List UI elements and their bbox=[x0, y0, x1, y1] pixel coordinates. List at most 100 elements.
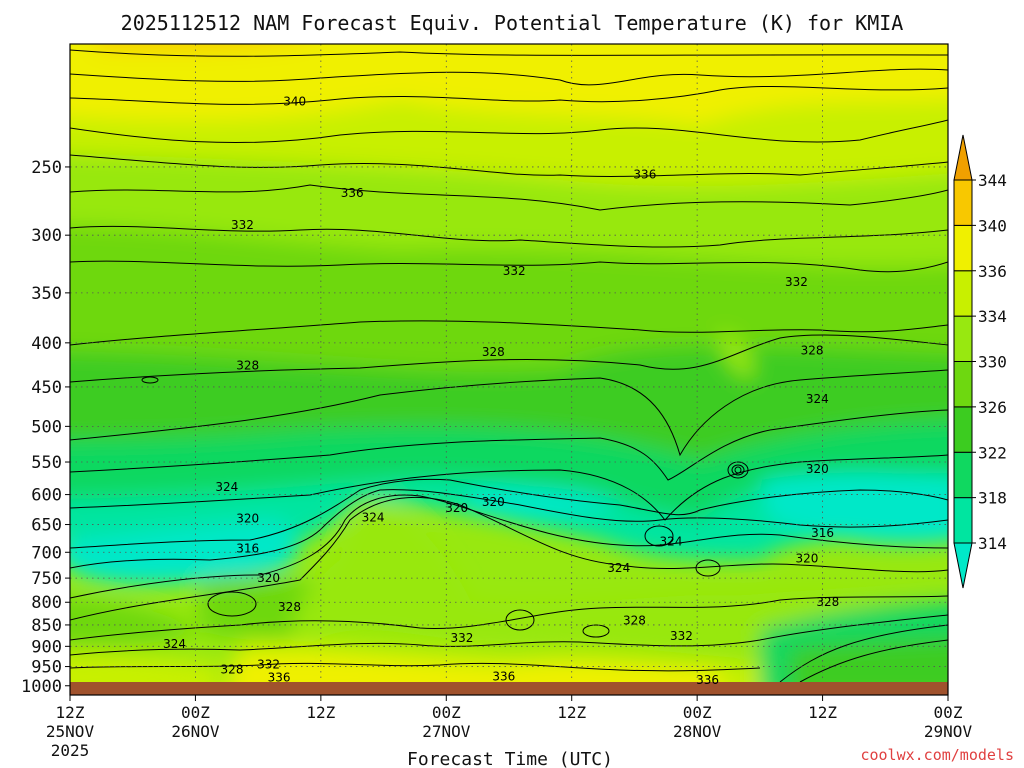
contour-label: 320 bbox=[445, 501, 468, 515]
contour-label: 324 bbox=[660, 534, 683, 548]
x-tick-time: 00Z bbox=[432, 703, 461, 722]
contour-line bbox=[70, 454, 948, 521]
contour-label: 320 bbox=[806, 462, 829, 476]
contour-closed bbox=[141, 376, 159, 384]
contour-closed bbox=[644, 525, 674, 547]
field-region bbox=[70, 597, 200, 647]
contour-label: 332 bbox=[503, 264, 526, 278]
x-tick-time: 12Z bbox=[557, 703, 586, 722]
x-tick-time: 00Z bbox=[181, 703, 210, 722]
colorbar-segment bbox=[953, 497, 973, 544]
colorbar-segment bbox=[953, 270, 973, 317]
grid-lines bbox=[70, 44, 948, 695]
contour-line bbox=[70, 154, 948, 177]
contour-label: 336 bbox=[341, 186, 364, 200]
x-tick-time: 12Z bbox=[808, 703, 837, 722]
x-tick-date: 26NOV bbox=[171, 722, 220, 741]
contour-label: 336 bbox=[492, 669, 515, 683]
x-tick-time: 00Z bbox=[934, 703, 963, 722]
contour-label: 328 bbox=[236, 359, 259, 373]
contour-label: 340 bbox=[283, 95, 306, 109]
contour-label: 328 bbox=[221, 663, 244, 677]
contour-label: 328 bbox=[801, 343, 824, 357]
contour-closed bbox=[731, 464, 745, 476]
contour-label: 328 bbox=[816, 595, 839, 609]
contour-line bbox=[70, 595, 948, 641]
contour-line bbox=[70, 478, 948, 549]
contour-label: 324 bbox=[215, 480, 238, 494]
contour-line bbox=[70, 320, 948, 346]
contour-line bbox=[70, 494, 948, 599]
field-region bbox=[70, 153, 948, 266]
x-axis-label: Forecast Time (UTC) bbox=[407, 749, 613, 768]
contour-closed bbox=[727, 461, 749, 479]
x-tick-date: 28NOV bbox=[673, 722, 722, 741]
contour-lines bbox=[70, 49, 948, 683]
theta-e-field bbox=[70, 44, 948, 695]
colorbar-label: 336 bbox=[978, 262, 1007, 281]
contour-label: 320 bbox=[795, 552, 818, 566]
contour-line bbox=[70, 184, 948, 211]
contour-label: 324 bbox=[163, 637, 186, 651]
ground-surface bbox=[70, 682, 948, 695]
colorbar-label: 344 bbox=[978, 171, 1007, 190]
contour-closed bbox=[695, 559, 721, 577]
contour-line bbox=[70, 225, 948, 248]
y-tick-label: 500 bbox=[31, 417, 62, 437]
colorbar: 314 318 322 326 330 334 336 340 344 bbox=[953, 134, 1007, 589]
y-tick-label: 350 bbox=[31, 284, 62, 304]
field-region bbox=[292, 500, 948, 660]
x-tick-time: 00Z bbox=[683, 703, 712, 722]
colorbar-segment bbox=[953, 361, 973, 408]
field-region bbox=[70, 100, 948, 187]
contour-label: 320 bbox=[236, 512, 259, 526]
contour-label: 328 bbox=[278, 600, 301, 614]
y-tick-label: 400 bbox=[31, 334, 62, 354]
colorbar-label: 340 bbox=[978, 216, 1007, 235]
x-tick-year: 2025 bbox=[51, 741, 90, 760]
y-tick-label: 750 bbox=[31, 569, 62, 589]
contour-label: 336 bbox=[633, 167, 656, 181]
contour-closed bbox=[734, 466, 742, 474]
contour-label: 324 bbox=[362, 511, 385, 525]
colorbar-segment bbox=[953, 406, 973, 453]
contour-label: 332 bbox=[257, 658, 280, 672]
y-tick-label: 450 bbox=[31, 378, 62, 398]
contour-closed bbox=[207, 591, 257, 617]
field-region bbox=[70, 520, 299, 585]
contour-label: 324 bbox=[806, 392, 829, 406]
colorbar-label: 330 bbox=[978, 353, 1007, 372]
contour-label: 320 bbox=[482, 495, 505, 509]
field-region bbox=[70, 44, 948, 125]
contour-label: 332 bbox=[231, 218, 254, 232]
x-tick-date: 27NOV bbox=[422, 722, 471, 741]
y-tick-label: 900 bbox=[31, 637, 62, 657]
contour-line bbox=[70, 49, 948, 57]
contour-line bbox=[70, 489, 948, 569]
contour-label: 332 bbox=[670, 629, 693, 643]
y-tick-label: 950 bbox=[31, 658, 62, 678]
colorbar-min-triangle bbox=[953, 542, 973, 589]
y-tick-label: 800 bbox=[31, 593, 62, 613]
contour-line bbox=[799, 639, 948, 683]
contour-label: 324 bbox=[607, 561, 630, 575]
y-tick-label: 1000 bbox=[21, 677, 62, 697]
x-tick-date: 29NOV bbox=[924, 722, 973, 741]
contour-label: 332 bbox=[451, 631, 474, 645]
contour-line bbox=[70, 369, 948, 457]
colorbar-label: 318 bbox=[978, 489, 1007, 508]
contour-label: 336 bbox=[696, 673, 719, 687]
watermark: coolwx.com/models bbox=[860, 746, 1014, 764]
colorbar-label: 322 bbox=[978, 443, 1007, 462]
x-tick-time: 12Z bbox=[306, 703, 335, 722]
contour-closed bbox=[582, 624, 610, 638]
field-region bbox=[97, 44, 276, 50]
contour-line bbox=[779, 624, 948, 683]
chart-title: 2025112512 NAM Forecast Equiv. Potential… bbox=[121, 11, 904, 35]
contour-label: 316 bbox=[811, 526, 834, 540]
contour-label: 336 bbox=[268, 670, 291, 684]
field-region bbox=[470, 485, 620, 517]
contour-line bbox=[70, 260, 948, 273]
colorbar-segment bbox=[953, 224, 973, 272]
